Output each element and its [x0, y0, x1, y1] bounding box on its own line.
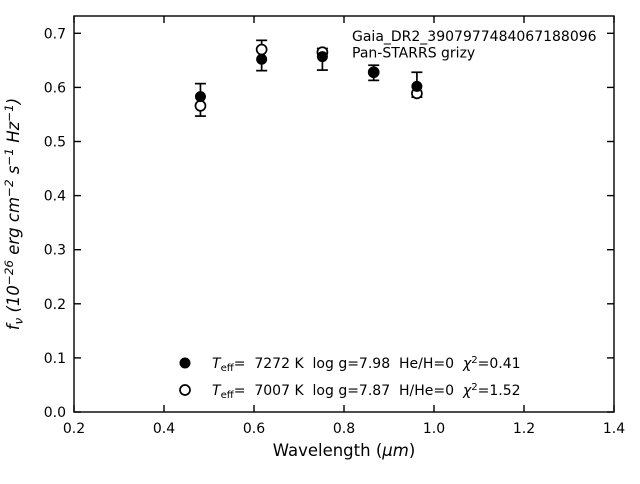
- data-point-filled-z: [368, 66, 380, 78]
- series-model1-filled: [194, 51, 423, 103]
- y-tick-label: 0.1: [44, 351, 66, 367]
- x-tick-label: 0.2: [63, 421, 85, 437]
- y-tick-label: 0.4: [44, 189, 66, 205]
- legend-row-2-label: Teff= 7007 K log g=7.87 H/He=0 χ2=1.52: [212, 382, 521, 401]
- y-tick-label: 0.6: [44, 80, 66, 96]
- legend-row-2: [179, 384, 191, 396]
- x-tick-label: 0.6: [243, 421, 265, 437]
- x-tick-label: 1.2: [513, 421, 535, 437]
- data-point-open-r: [255, 43, 268, 56]
- y-tick-label: 0.3: [44, 243, 66, 259]
- data-point-filled-r: [256, 53, 268, 65]
- y-tick-label: 0.0: [44, 405, 66, 421]
- x-tick-label: 0.8: [333, 421, 355, 437]
- data-point-filled-i: [316, 51, 328, 63]
- y-tick-label: 0.7: [44, 26, 66, 42]
- legend-row-1: [179, 357, 191, 369]
- y-tick-label: 0.5: [44, 135, 66, 151]
- x-axis-label: Wavelength (μm): [273, 441, 416, 460]
- legend-marker-open-circle: [179, 384, 191, 396]
- x-ticks: [73, 16, 615, 412]
- y-tick-label: 0.2: [44, 297, 66, 313]
- legend: [179, 357, 191, 396]
- annotation-line-2: Pan-STARRS grizy: [352, 46, 475, 62]
- legend-marker-filled-circle: [179, 357, 191, 369]
- y-ticks: [74, 32, 614, 413]
- x-tick-label: 1.4: [603, 421, 625, 437]
- x-tick-label: 1.0: [423, 421, 445, 437]
- data-point-open-g: [194, 99, 207, 112]
- annotation-line-1: Gaia_DR2_3907977484067188096: [352, 29, 597, 45]
- y-axis-label: fν (10−26 erg cm−2 s−1 Hz−1): [2, 98, 26, 331]
- plot-frame: [73, 15, 615, 413]
- x-tick-label: 0.4: [153, 421, 175, 437]
- legend-row-1-label: Teff= 7272 K log g=7.98 He/H=0 χ2=0.41: [212, 355, 521, 374]
- data-point-filled-g: [194, 91, 206, 103]
- data-point-filled-y: [411, 80, 423, 92]
